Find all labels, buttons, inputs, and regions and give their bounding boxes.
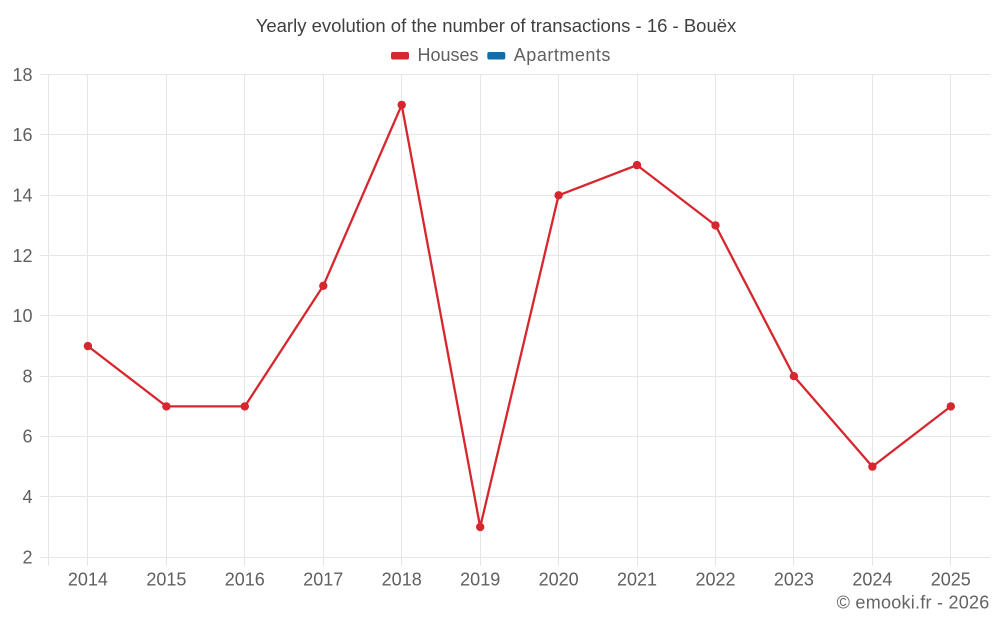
- svg-text:2014: 2014: [68, 570, 108, 590]
- svg-text:2016: 2016: [225, 570, 265, 590]
- svg-text:12: 12: [12, 246, 32, 266]
- svg-text:2020: 2020: [539, 570, 579, 590]
- svg-text:16: 16: [12, 125, 32, 145]
- svg-text:6: 6: [22, 427, 32, 447]
- svg-text:2024: 2024: [852, 570, 892, 590]
- svg-text:Apartments: Apartments: [514, 45, 611, 65]
- svg-text:2017: 2017: [303, 570, 343, 590]
- svg-text:2019: 2019: [460, 570, 500, 590]
- svg-text:2021: 2021: [617, 570, 657, 590]
- svg-text:14: 14: [12, 186, 32, 206]
- svg-text:2015: 2015: [146, 570, 186, 590]
- svg-text:4: 4: [22, 487, 32, 507]
- svg-text:2018: 2018: [382, 570, 422, 590]
- svg-text:8: 8: [22, 366, 32, 386]
- svg-text:Houses: Houses: [418, 45, 479, 65]
- svg-text:2: 2: [22, 547, 32, 567]
- svg-text:10: 10: [12, 306, 32, 326]
- svg-text:Yearly evolution of the number: Yearly evolution of the number of transa…: [256, 15, 737, 36]
- svg-text:2022: 2022: [695, 570, 735, 590]
- svg-text:2025: 2025: [931, 570, 971, 590]
- svg-text:18: 18: [12, 65, 32, 85]
- svg-text:2023: 2023: [774, 570, 814, 590]
- svg-text:© emooki.fr - 2026: © emooki.fr - 2026: [837, 593, 990, 613]
